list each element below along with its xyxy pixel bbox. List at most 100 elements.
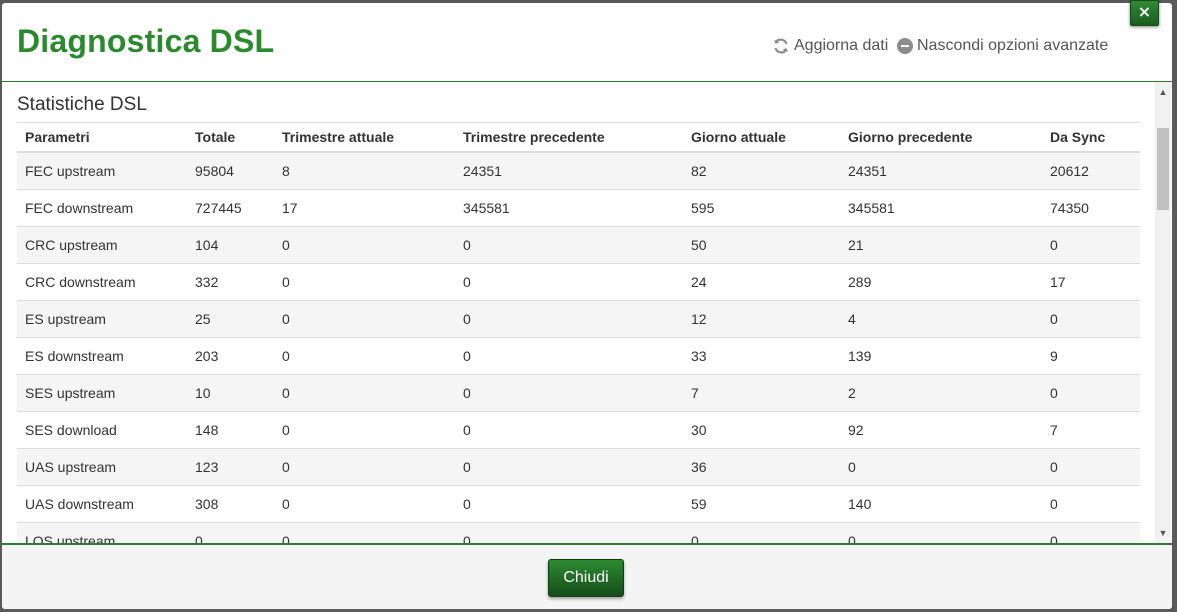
parameter-name-cell: CRC upstream — [17, 226, 187, 264]
modal-header: Diagnostica DSL Aggiorna dati Nascondi o… — [2, 3, 1172, 82]
value-cell: 0 — [455, 337, 683, 375]
parameter-name-cell: UAS downstream — [17, 485, 187, 523]
table-row: ES upstream 25 0 0 12 4 0 — [17, 300, 1140, 338]
value-cell: 0 — [274, 448, 455, 486]
table-row: ES downstream 203 0 0 33 139 9 — [17, 337, 1140, 375]
column-header: Da Sync — [1042, 122, 1140, 153]
value-cell: 308 — [187, 485, 274, 523]
section-title: Statistiche DSL — [17, 94, 147, 115]
value-cell: 30 — [683, 411, 840, 449]
value-cell: 0 — [455, 226, 683, 264]
column-header: Totale — [187, 122, 274, 153]
value-cell: 0 — [455, 448, 683, 486]
value-cell: 0 — [1042, 485, 1140, 523]
value-cell: 0 — [455, 485, 683, 523]
value-cell: 12 — [683, 300, 840, 338]
value-cell: 33 — [683, 337, 840, 375]
value-cell: 727445 — [187, 189, 274, 227]
value-cell: 8 — [274, 151, 455, 190]
parameter-name-cell: SES download — [17, 411, 187, 449]
value-cell: 74350 — [1042, 189, 1140, 227]
value-cell: 140 — [840, 485, 1042, 523]
table-header-row: Parametri Totale Trimestre attuale Trime… — [17, 122, 1140, 153]
value-cell: 95804 — [187, 151, 274, 190]
value-cell: 0 — [1042, 374, 1140, 412]
refresh-data-link[interactable]: Aggiorna dati — [772, 37, 888, 55]
table-row: CRC upstream 104 0 0 50 21 0 — [17, 226, 1140, 264]
value-cell: 104 — [187, 226, 274, 264]
column-header: Trimestre precedente — [455, 122, 683, 153]
value-cell: 0 — [274, 522, 455, 543]
parameter-name-cell: ES downstream — [17, 337, 187, 375]
value-cell: 0 — [274, 263, 455, 301]
table-row: FEC downstream 727445 17 345581 595 345581 743… — [17, 189, 1140, 227]
value-cell: 92 — [840, 411, 1042, 449]
value-cell: 59 — [683, 485, 840, 523]
parameter-name-cell: FEC upstream — [17, 151, 187, 190]
column-header: Parametri — [17, 122, 187, 153]
value-cell: 0 — [274, 485, 455, 523]
refresh-data-label: Aggiorna dati — [794, 37, 889, 54]
value-cell: 7 — [683, 374, 840, 412]
value-cell: 82 — [683, 151, 840, 190]
value-cell: 0 — [274, 411, 455, 449]
value-cell: 7 — [1042, 411, 1140, 449]
close-button[interactable]: Chiudi — [548, 559, 624, 597]
value-cell: 0 — [274, 300, 455, 338]
value-cell: 0 — [455, 374, 683, 412]
value-cell: 2 — [840, 374, 1042, 412]
chevron-down-icon[interactable]: ▼ — [1158, 528, 1168, 538]
value-cell: 4 — [840, 300, 1042, 338]
value-cell: 123 — [187, 448, 274, 486]
column-header: Giorno precedente — [840, 122, 1042, 153]
chevron-up-icon[interactable]: ▲ — [1158, 87, 1168, 97]
value-cell: 21 — [840, 226, 1042, 264]
refresh-icon — [772, 37, 790, 55]
close-icon[interactable]: × — [1130, 0, 1159, 26]
page-title: Diagnostica DSL — [17, 23, 275, 59]
value-cell: 0 — [1042, 448, 1140, 486]
parameter-name-cell: UAS upstream — [17, 448, 187, 486]
column-header: Giorno attuale — [683, 122, 840, 153]
scrollbar-thumb[interactable] — [1157, 128, 1169, 210]
value-cell: 50 — [683, 226, 840, 264]
value-cell: 0 — [455, 300, 683, 338]
value-cell: 0 — [455, 411, 683, 449]
hide-advanced-options-label: Nascondi opzioni avanzate — [917, 37, 1109, 54]
value-cell: 36 — [683, 448, 840, 486]
value-cell: 17 — [274, 189, 455, 227]
value-cell: 0 — [274, 337, 455, 375]
table-row: UAS downstream 308 0 0 59 140 0 — [17, 485, 1140, 523]
value-cell: 24351 — [840, 151, 1042, 190]
value-cell: 9 — [1042, 337, 1140, 375]
parameter-name-cell: ES upstream — [17, 300, 187, 338]
value-cell: 0 — [1042, 522, 1140, 543]
value-cell: 17 — [1042, 263, 1140, 301]
minus-circle-icon — [897, 38, 913, 54]
value-cell: 0 — [1042, 300, 1140, 338]
value-cell: 10 — [187, 374, 274, 412]
table-row: SES upstream 10 0 0 7 2 0 — [17, 374, 1140, 412]
modal-dialog: Diagnostica DSL Aggiorna dati Nascondi o… — [2, 3, 1172, 609]
parameter-name-cell: LOS upstream — [17, 522, 187, 543]
value-cell: 0 — [455, 263, 683, 301]
table-row: SES download 148 0 0 30 92 7 — [17, 411, 1140, 449]
vertical-scrollbar[interactable]: ▲ ▼ — [1155, 82, 1171, 543]
value-cell: 0 — [274, 226, 455, 264]
value-cell: 0 — [840, 522, 1042, 543]
value-cell: 289 — [840, 263, 1042, 301]
value-cell: 24 — [683, 263, 840, 301]
parameter-name-cell: FEC downstream — [17, 189, 187, 227]
value-cell: 0 — [1042, 226, 1140, 264]
modal-body[interactable]: Statistiche DSL Parametri Totale Trimest… — [2, 82, 1172, 543]
hide-advanced-options-link[interactable]: Nascondi opzioni avanzate — [897, 37, 1108, 55]
value-cell: 24351 — [455, 151, 683, 190]
column-header: Trimestre attuale — [274, 122, 455, 153]
value-cell: 345581 — [455, 189, 683, 227]
value-cell: 345581 — [840, 189, 1042, 227]
value-cell: 148 — [187, 411, 274, 449]
table-row: LOS upstream 0 0 0 0 0 0 — [17, 522, 1140, 543]
parameter-name-cell: CRC downstream — [17, 263, 187, 301]
value-cell: 332 — [187, 263, 274, 301]
value-cell: 0 — [455, 522, 683, 543]
